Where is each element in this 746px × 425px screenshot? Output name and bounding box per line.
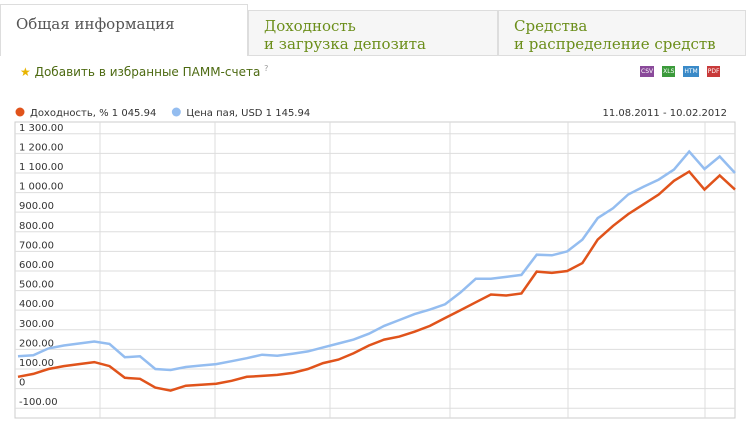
y-tick-label: 1 000.00 <box>19 182 64 193</box>
tab-label: Общая информация <box>16 15 175 33</box>
y-tick-label: 900.00 <box>19 201 54 212</box>
tab[interactable]: Общая информация <box>0 4 248 56</box>
favorite[interactable]: ★ Добавить в избранные ПАММ-счета ? <box>20 64 268 79</box>
y-tick-label: 400.00 <box>19 299 54 310</box>
help[interactable]: ? <box>264 64 269 73</box>
y-tick-label: 800.00 <box>19 221 54 232</box>
star-icon: ★ <box>20 65 31 79</box>
export-bar: CSV XLS HTM PDF <box>640 66 721 77</box>
date-range: 11.08.2011 - 10.02.2012 <box>603 108 727 119</box>
tab-label: и загрузка депозита <box>264 35 427 53</box>
tab[interactable]: Доходность и загрузка депозита <box>248 10 498 56</box>
export-icon[interactable]: CSV <box>640 66 655 77</box>
legend-marker <box>171 107 181 117</box>
export-icon[interactable]: HTM <box>683 66 699 77</box>
tab-label: Доходность <box>264 17 356 35</box>
y-tick-label: 1 300.00 <box>19 123 64 134</box>
y-tick-label: 1 100.00 <box>19 162 64 173</box>
y-tick-label: 0 <box>19 378 25 389</box>
y-tick-label: 600.00 <box>19 260 54 271</box>
vertical-grid <box>99 122 706 418</box>
tab-label: и распределение средств <box>514 35 716 53</box>
y-tick-label: 200.00 <box>19 338 54 349</box>
y-tick-label: 1 200.00 <box>19 142 64 153</box>
export-icon[interactable]: PDF <box>706 66 721 77</box>
y-tick-label: -100.00 <box>19 397 58 408</box>
series-line <box>17 149 736 372</box>
y-tick-label: 700.00 <box>19 240 54 251</box>
legend-marker <box>15 107 25 117</box>
favorite-link[interactable]: Добавить в избранные ПАММ-счета <box>34 65 261 79</box>
y-tick-label: 100.00 <box>19 358 54 369</box>
export-icon[interactable]: XLS <box>662 66 676 77</box>
series-line <box>17 169 736 392</box>
tab[interactable]: Средства и распределение средств <box>498 10 746 56</box>
y-tick-label: 300.00 <box>19 319 54 330</box>
tab-label: Средства <box>514 17 588 35</box>
plot-frame <box>14 121 736 419</box>
legend-label: Доходность, % 1 045.94 <box>30 108 156 119</box>
y-tick-label: 500.00 <box>19 280 54 291</box>
legend-label: Цена пая, USD 1 145.94 <box>186 108 310 119</box>
